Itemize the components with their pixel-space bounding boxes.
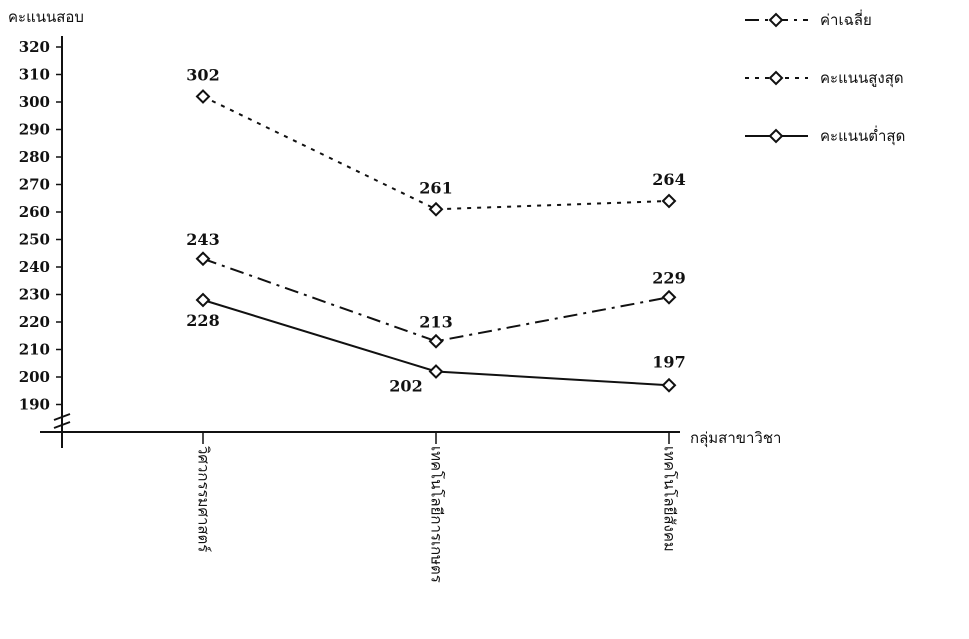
data-label: 302 (186, 66, 219, 85)
legend-label: คะแนนสูงสุด (820, 69, 904, 88)
data-point (428, 364, 444, 379)
data-point (661, 377, 677, 393)
y-tick-label: 200 (19, 368, 50, 386)
x-axis-label: กลุ่มสาขาวิชา (690, 429, 781, 448)
y-tick-label: 260 (19, 203, 50, 221)
x-tick-label: เทคโนโลยีการเกษตร (428, 446, 446, 583)
legend-label: คะแนนต่ำสุด (820, 125, 905, 146)
data-label: 228 (186, 311, 219, 330)
data-point (195, 251, 211, 267)
legend-marker (768, 12, 784, 28)
y-tick-label: 280 (19, 148, 50, 166)
data-label: 261 (419, 178, 452, 197)
y-tick-label: 290 (19, 121, 50, 139)
data-point (195, 89, 211, 104)
data-point (661, 193, 677, 209)
axis-break (53, 413, 71, 429)
data-label: 202 (389, 377, 422, 396)
x-tick-label: วิศวกรรมศาสตร์ (195, 445, 213, 552)
data-label: 264 (652, 170, 685, 189)
y-tick-label: 190 (19, 396, 50, 414)
legend-marker (768, 70, 784, 86)
y-tick-label: 270 (19, 176, 50, 194)
y-axis-label: คะแนนสอบ (8, 8, 84, 26)
y-tick-label: 320 (19, 38, 50, 56)
data-point (195, 292, 211, 308)
y-tick-label: 210 (19, 341, 50, 359)
y-tick-label: 310 (19, 66, 50, 84)
x-tick-label: เทคโนโลยีสังคม (661, 446, 679, 552)
y-tick-label: 220 (19, 313, 50, 331)
y-tick-label: 250 (19, 231, 50, 249)
y-tick-label: 230 (19, 286, 50, 304)
legend-label: ค่าเฉลี่ย (820, 9, 872, 29)
legend-marker (768, 128, 784, 144)
data-label: 243 (186, 230, 219, 249)
data-label: 213 (419, 312, 452, 331)
data-label: 197 (652, 352, 685, 371)
data-label: 229 (652, 268, 685, 287)
data-point (428, 201, 444, 217)
data-point (661, 289, 677, 305)
y-tick-label: 240 (19, 258, 50, 276)
y-tick-label: 300 (19, 93, 50, 111)
data-point (428, 333, 444, 349)
